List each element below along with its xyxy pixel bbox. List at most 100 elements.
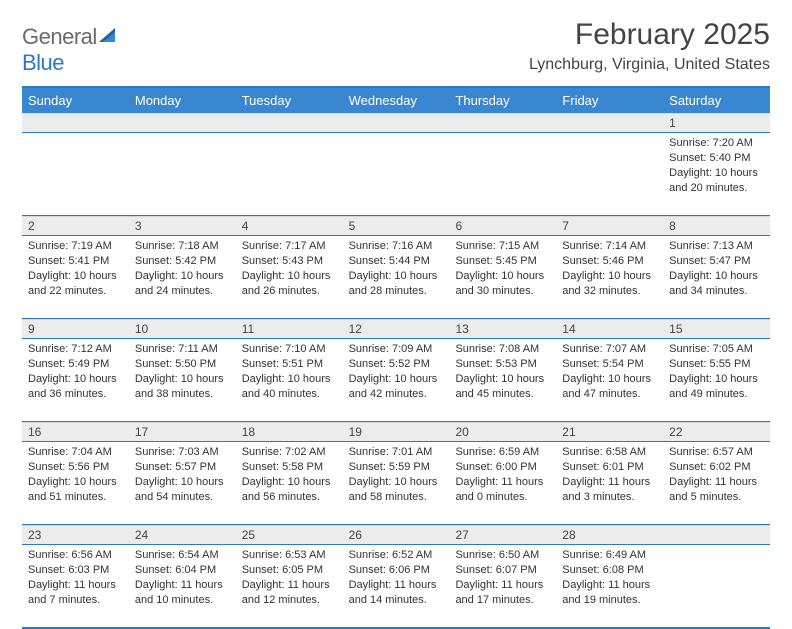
sunset-text: Sunset: 5:52 PM bbox=[349, 357, 444, 372]
day-number-cell bbox=[343, 114, 450, 132]
sunrise-text: Sunrise: 6:59 AM bbox=[455, 445, 550, 460]
day-cell bbox=[236, 133, 343, 215]
day-number-row: 9101112131415 bbox=[22, 319, 770, 339]
header: General Blue February 2025 Lynchburg, Vi… bbox=[22, 18, 770, 76]
sunset-text: Sunset: 5:51 PM bbox=[242, 357, 337, 372]
day-number-row: 2345678 bbox=[22, 216, 770, 236]
sunset-text: Sunset: 6:02 PM bbox=[669, 460, 764, 475]
daylight-text: Daylight: 10 hours and 20 minutes. bbox=[669, 166, 764, 196]
day-number bbox=[562, 114, 657, 132]
day-cell: Sunrise: 7:20 AMSunset: 5:40 PMDaylight:… bbox=[663, 133, 770, 215]
sunrise-text: Sunrise: 6:54 AM bbox=[135, 548, 230, 563]
daylight-text: Daylight: 10 hours and 49 minutes. bbox=[669, 372, 764, 402]
day-cell: Sunrise: 7:16 AMSunset: 5:44 PMDaylight:… bbox=[343, 236, 450, 318]
daylight-text: Daylight: 10 hours and 34 minutes. bbox=[669, 269, 764, 299]
sunrise-text: Sunrise: 7:07 AM bbox=[562, 342, 657, 357]
day-number-cell bbox=[129, 114, 236, 132]
sunrise-text: Sunrise: 6:58 AM bbox=[562, 445, 657, 460]
day-number: 16 bbox=[28, 423, 123, 441]
day-cell: Sunrise: 6:54 AMSunset: 6:04 PMDaylight:… bbox=[129, 545, 236, 627]
day-number: 26 bbox=[349, 526, 444, 544]
day-cell bbox=[663, 545, 770, 627]
sunset-text: Sunset: 5:57 PM bbox=[135, 460, 230, 475]
day-number-cell bbox=[449, 114, 556, 132]
day-cell: Sunrise: 7:19 AMSunset: 5:41 PMDaylight:… bbox=[22, 236, 129, 318]
day-cell: Sunrise: 6:49 AMSunset: 6:08 PMDaylight:… bbox=[556, 545, 663, 627]
day-number: 20 bbox=[455, 423, 550, 441]
daylight-text: Daylight: 10 hours and 40 minutes. bbox=[242, 372, 337, 402]
sunset-text: Sunset: 5:49 PM bbox=[28, 357, 123, 372]
day-number: 21 bbox=[562, 423, 657, 441]
day-cell bbox=[129, 133, 236, 215]
logo: General Blue bbox=[22, 24, 121, 76]
daylight-text: Daylight: 11 hours and 17 minutes. bbox=[455, 578, 550, 608]
week-body: Sunrise: 7:20 AMSunset: 5:40 PMDaylight:… bbox=[22, 133, 770, 215]
day-number-cell: 15 bbox=[663, 320, 770, 338]
sunrise-text: Sunrise: 7:16 AM bbox=[349, 239, 444, 254]
daylight-text: Daylight: 10 hours and 42 minutes. bbox=[349, 372, 444, 402]
daylight-text: Daylight: 10 hours and 47 minutes. bbox=[562, 372, 657, 402]
day-number: 17 bbox=[135, 423, 230, 441]
sunset-text: Sunset: 5:45 PM bbox=[455, 254, 550, 269]
daylight-text: Daylight: 10 hours and 30 minutes. bbox=[455, 269, 550, 299]
weeks-container: 1Sunrise: 7:20 AMSunset: 5:40 PMDaylight… bbox=[22, 113, 770, 629]
day-cell: Sunrise: 7:10 AMSunset: 5:51 PMDaylight:… bbox=[236, 339, 343, 421]
sunrise-text: Sunrise: 7:20 AM bbox=[669, 136, 764, 151]
day-number-cell bbox=[556, 114, 663, 132]
week-block: 232425262728Sunrise: 6:56 AMSunset: 6:03… bbox=[22, 525, 770, 629]
day-number-row: 232425262728 bbox=[22, 525, 770, 545]
day-number-cell: 23 bbox=[22, 526, 129, 544]
day-number-cell: 27 bbox=[449, 526, 556, 544]
day-number-cell: 11 bbox=[236, 320, 343, 338]
day-number bbox=[242, 114, 337, 132]
day-cell bbox=[449, 133, 556, 215]
sunrise-text: Sunrise: 7:04 AM bbox=[28, 445, 123, 460]
day-number: 23 bbox=[28, 526, 123, 544]
sunrise-text: Sunrise: 6:52 AM bbox=[349, 548, 444, 563]
day-number: 4 bbox=[242, 217, 337, 235]
day-number-cell: 19 bbox=[343, 423, 450, 441]
sunset-text: Sunset: 5:40 PM bbox=[669, 151, 764, 166]
day-header-cell: Saturday bbox=[663, 88, 770, 113]
day-cell: Sunrise: 7:08 AMSunset: 5:53 PMDaylight:… bbox=[449, 339, 556, 421]
daylight-text: Daylight: 10 hours and 54 minutes. bbox=[135, 475, 230, 505]
day-number: 24 bbox=[135, 526, 230, 544]
day-number-cell: 12 bbox=[343, 320, 450, 338]
day-number: 11 bbox=[242, 320, 337, 338]
sunrise-text: Sunrise: 7:14 AM bbox=[562, 239, 657, 254]
sunset-text: Sunset: 5:58 PM bbox=[242, 460, 337, 475]
daylight-text: Daylight: 11 hours and 10 minutes. bbox=[135, 578, 230, 608]
day-cell: Sunrise: 7:11 AMSunset: 5:50 PMDaylight:… bbox=[129, 339, 236, 421]
sunset-text: Sunset: 5:53 PM bbox=[455, 357, 550, 372]
sunset-text: Sunset: 5:56 PM bbox=[28, 460, 123, 475]
sunset-text: Sunset: 6:03 PM bbox=[28, 563, 123, 578]
daylight-text: Daylight: 10 hours and 28 minutes. bbox=[349, 269, 444, 299]
daylight-text: Daylight: 11 hours and 14 minutes. bbox=[349, 578, 444, 608]
day-number: 10 bbox=[135, 320, 230, 338]
daylight-text: Daylight: 11 hours and 12 minutes. bbox=[242, 578, 337, 608]
day-number bbox=[135, 114, 230, 132]
sunset-text: Sunset: 5:55 PM bbox=[669, 357, 764, 372]
day-number-row: 1 bbox=[22, 113, 770, 133]
sunrise-text: Sunrise: 7:11 AM bbox=[135, 342, 230, 357]
day-number: 27 bbox=[455, 526, 550, 544]
logo-sail-icon bbox=[99, 24, 121, 50]
sunrise-text: Sunrise: 7:15 AM bbox=[455, 239, 550, 254]
day-number-cell: 8 bbox=[663, 217, 770, 235]
daylight-text: Daylight: 10 hours and 36 minutes. bbox=[28, 372, 123, 402]
day-number: 19 bbox=[349, 423, 444, 441]
day-number bbox=[669, 526, 764, 544]
day-cell bbox=[22, 133, 129, 215]
week-body: Sunrise: 6:56 AMSunset: 6:03 PMDaylight:… bbox=[22, 545, 770, 627]
sunrise-text: Sunrise: 7:12 AM bbox=[28, 342, 123, 357]
sunrise-text: Sunrise: 7:08 AM bbox=[455, 342, 550, 357]
sunset-text: Sunset: 6:07 PM bbox=[455, 563, 550, 578]
sunrise-text: Sunrise: 7:19 AM bbox=[28, 239, 123, 254]
day-number-cell: 9 bbox=[22, 320, 129, 338]
day-number bbox=[455, 114, 550, 132]
day-number: 15 bbox=[669, 320, 764, 338]
title-block: February 2025 Lynchburg, Virginia, Unite… bbox=[529, 18, 770, 74]
week-block: 1Sunrise: 7:20 AMSunset: 5:40 PMDaylight… bbox=[22, 113, 770, 216]
sunrise-text: Sunrise: 7:03 AM bbox=[135, 445, 230, 460]
day-number: 22 bbox=[669, 423, 764, 441]
